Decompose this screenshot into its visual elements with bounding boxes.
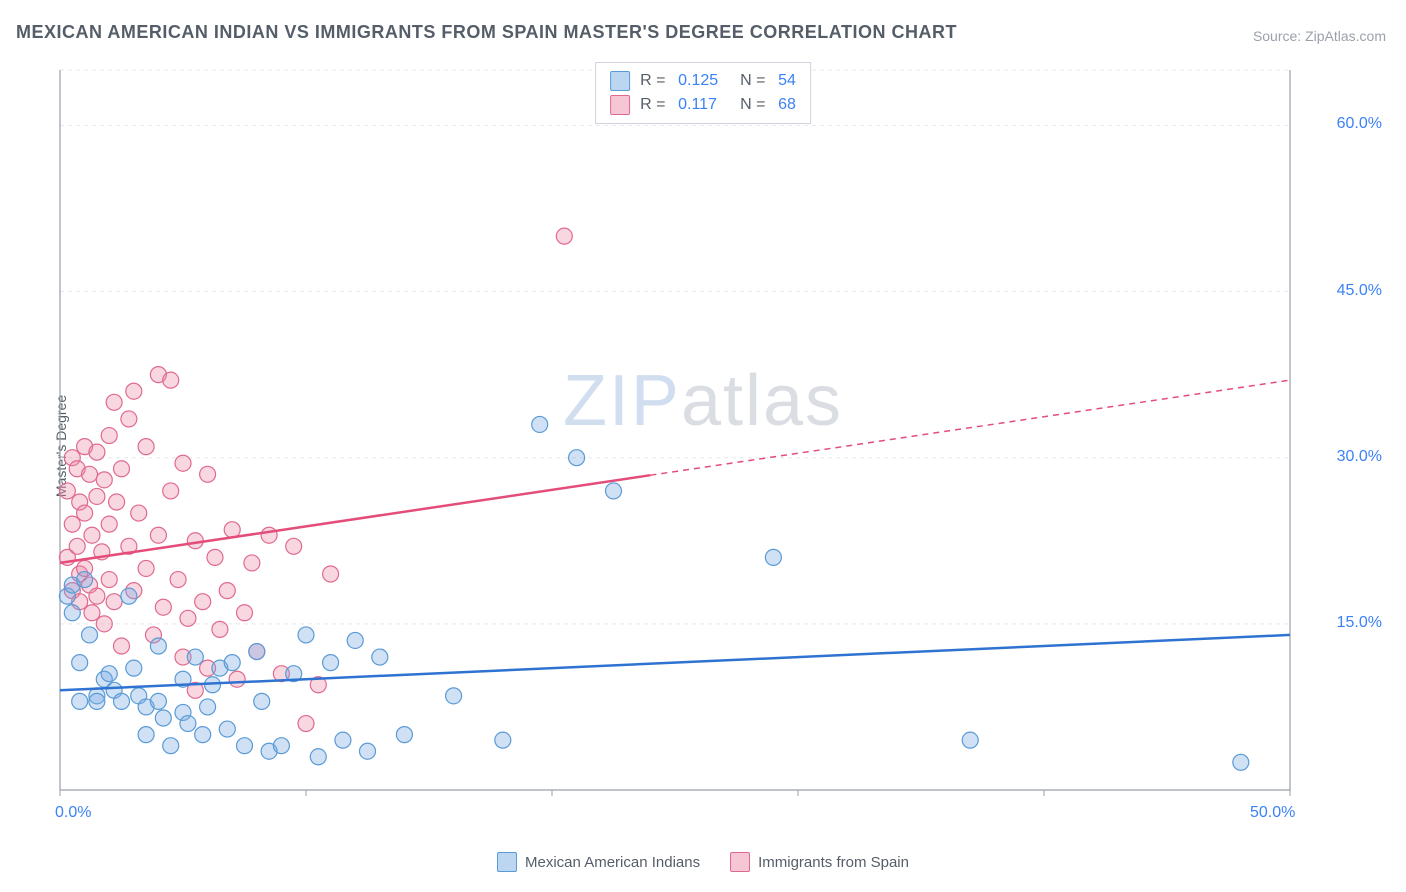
n-label: N =: [740, 72, 768, 90]
series-2-name: Immigrants from Spain: [758, 854, 909, 871]
n-value-1: 54: [778, 72, 796, 90]
n-value-2: 68: [778, 96, 796, 114]
legend-item-series1: Mexican American Indians: [497, 852, 700, 872]
r-label: R =: [640, 96, 668, 114]
y-tick-2: 45.0%: [1337, 282, 1382, 300]
x-tick-1: 50.0%: [1250, 804, 1295, 822]
chart-title: MEXICAN AMERICAN INDIAN VS IMMIGRANTS FR…: [16, 22, 957, 43]
legend-item-series2: Immigrants from Spain: [730, 852, 909, 872]
series-1-name: Mexican American Indians: [525, 854, 700, 871]
series-legend: Mexican American Indians Immigrants from…: [497, 852, 909, 872]
scatter-svg: [50, 60, 1340, 830]
square-icon: [497, 852, 517, 872]
legend-row-series1: R = 0.125 N = 54: [610, 69, 796, 93]
chart-source: Source: ZipAtlas.com: [1253, 28, 1386, 44]
square-icon: [730, 852, 750, 872]
n-label: N =: [740, 96, 768, 114]
correlation-legend: R = 0.125 N = 54 R = 0.117 N = 68: [595, 62, 811, 124]
plot-area: [50, 60, 1340, 830]
y-tick-0: 15.0%: [1337, 614, 1382, 632]
y-tick-1: 30.0%: [1337, 448, 1382, 466]
legend-row-series2: R = 0.117 N = 68: [610, 93, 796, 117]
r-label: R =: [640, 72, 668, 90]
r-value-1: 0.125: [678, 72, 730, 90]
r-value-2: 0.117: [678, 96, 730, 114]
square-icon: [610, 71, 630, 91]
square-icon: [610, 95, 630, 115]
y-tick-3: 60.0%: [1337, 115, 1382, 133]
chart-container: MEXICAN AMERICAN INDIAN VS IMMIGRANTS FR…: [0, 0, 1406, 892]
x-tick-0: 0.0%: [55, 804, 91, 822]
